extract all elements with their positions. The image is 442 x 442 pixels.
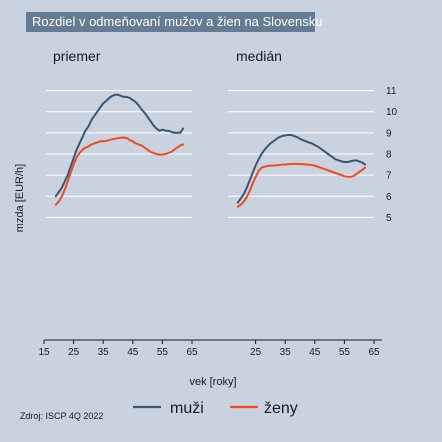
y-tick-label-7: 7 bbox=[386, 171, 392, 182]
x-tick-label-priemer-35: 35 bbox=[98, 347, 110, 358]
chart-title-box bbox=[26, 12, 315, 32]
series-line-priemer-muzi bbox=[54, 93, 185, 198]
y-tick-label-9: 9 bbox=[386, 128, 392, 139]
x-tick-label-priemer-25: 25 bbox=[68, 347, 80, 358]
x-tick-label-median-35: 35 bbox=[280, 347, 292, 358]
x-tick-label-priemer-15: 15 bbox=[38, 347, 50, 358]
y-tick-label-11: 11 bbox=[386, 86, 397, 97]
x-tick-label-priemer-55: 55 bbox=[157, 347, 169, 358]
y-tick-label-8: 8 bbox=[386, 149, 392, 160]
y-tick-label-5: 5 bbox=[386, 213, 392, 224]
y-tick-label-10: 10 bbox=[386, 107, 398, 118]
legend: muži ženy bbox=[133, 400, 298, 417]
x-tick-label-median-65: 65 bbox=[368, 347, 380, 358]
series-line-median-zeny bbox=[236, 162, 367, 208]
y-tick-layer: 5 6 7 8 9 10 11 bbox=[386, 86, 398, 224]
x-tick-label-median-25: 25 bbox=[250, 347, 262, 358]
legend-label-muzi: muži bbox=[170, 400, 204, 417]
y-axis-label: mzda [EUR/h] bbox=[14, 164, 26, 232]
source-note: Zdroj: ISCP 4Q 2022 bbox=[20, 411, 103, 421]
series-line-priemer-zeny bbox=[54, 136, 185, 206]
y-tick-label-6: 6 bbox=[386, 192, 392, 203]
x-tick-label-priemer-65: 65 bbox=[186, 347, 198, 358]
x-tick-label-median-55: 55 bbox=[339, 347, 351, 358]
legend-label-zeny: ženy bbox=[264, 400, 298, 417]
chart-title: Rozdiel v odmeňovaní mužov a žien na Slo… bbox=[32, 14, 323, 29]
x-tick-label-median-45: 45 bbox=[309, 347, 321, 358]
panel-title-priemer: priemer bbox=[53, 48, 101, 64]
series-line-median-muzi bbox=[236, 134, 367, 204]
series-layer bbox=[54, 93, 367, 208]
panel-title-median: medián bbox=[236, 48, 282, 64]
x-tick-label-priemer-45: 45 bbox=[127, 347, 139, 358]
grid-layer bbox=[46, 90, 374, 218]
x-tick-layer: 15 25 35 45 55 65 25 35 45 55 65 bbox=[38, 340, 380, 358]
x-axis-label: vek [roky] bbox=[189, 376, 236, 388]
